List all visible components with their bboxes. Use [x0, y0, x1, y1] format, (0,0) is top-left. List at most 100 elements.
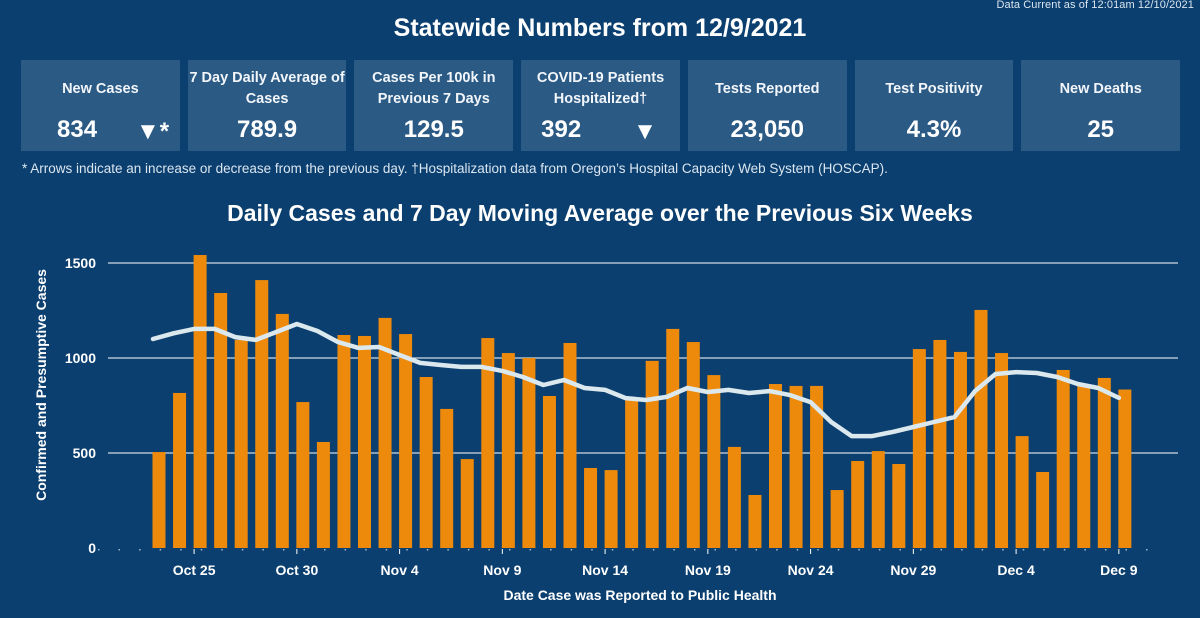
bar — [851, 460, 865, 548]
bar — [871, 451, 885, 548]
bar — [481, 338, 495, 548]
bar — [625, 398, 639, 548]
x-tick-label: Nov 24 — [788, 562, 834, 578]
bar — [440, 408, 454, 548]
bar — [419, 377, 433, 548]
card-label: Test Positivity — [885, 80, 983, 97]
bar — [707, 375, 721, 548]
axis-dot — [344, 549, 347, 551]
card-label: 7 Day Daily Average of Cases — [189, 70, 345, 107]
bar — [522, 358, 536, 548]
axis-dot — [714, 549, 716, 551]
axis-dot — [467, 549, 470, 551]
axis-dot — [1043, 549, 1045, 551]
y-tick-label: 500 — [73, 445, 97, 461]
bar — [645, 360, 659, 548]
card-value: 834 — [57, 116, 98, 143]
bar — [604, 470, 618, 548]
bar — [275, 313, 289, 548]
bar — [789, 385, 803, 548]
axis-dot — [159, 549, 162, 551]
bar — [193, 255, 207, 548]
bar — [378, 317, 392, 548]
card-label: Cases Per 100k in Previous 7 Days — [372, 70, 496, 107]
bar — [748, 494, 762, 548]
bar — [953, 351, 967, 548]
axis-dot — [385, 549, 388, 551]
bar — [1118, 389, 1132, 548]
bar — [1097, 377, 1111, 548]
y-tick-label: 0 — [88, 540, 96, 556]
bar — [563, 342, 577, 548]
axis-dot — [776, 549, 778, 551]
bar — [810, 385, 824, 548]
x-tick-label: Nov 4 — [381, 562, 419, 578]
axis-dot — [509, 549, 511, 551]
chart-title: Daily Cases and 7 Day Moving Average ove… — [227, 200, 973, 226]
axis-dot — [1084, 549, 1086, 551]
bar — [1036, 472, 1050, 548]
x-tick-label: Nov 9 — [483, 562, 521, 578]
x-axis-title: Date Case was Reported to Public Health — [503, 587, 776, 603]
down-arrow-icon: ▼ — [633, 118, 657, 145]
bar — [234, 339, 248, 548]
x-tick-label: Oct 25 — [173, 562, 216, 578]
bar — [296, 402, 310, 548]
axis-dot — [920, 549, 922, 551]
bar — [769, 384, 782, 548]
card-value: 23,050 — [730, 116, 804, 143]
footnote: * Arrows indicate an increase or decreas… — [22, 161, 888, 176]
axis-dot — [878, 549, 881, 551]
bar — [542, 396, 556, 548]
card-value: 392 — [541, 116, 582, 143]
x-tick-label: Oct 30 — [275, 562, 318, 578]
axis-dot — [1146, 549, 1148, 551]
axis-dot — [98, 549, 100, 551]
kpi-cards: New Cases 834 ▼* 7 Day Daily Average of … — [21, 60, 1181, 151]
bar — [1015, 436, 1029, 548]
axis-dot — [961, 549, 963, 551]
bar — [460, 459, 474, 548]
axis-dot — [365, 549, 367, 551]
axis-dot — [550, 549, 552, 551]
x-tick-label: Dec 4 — [997, 562, 1035, 578]
bars — [152, 255, 1132, 548]
x-tick-label: Dec 9 — [1100, 562, 1138, 578]
bar — [995, 353, 1009, 548]
axis-dot — [488, 549, 490, 551]
card-new-deaths: New Deaths 25 — [1021, 60, 1181, 151]
page-title: Statewide Numbers from 12/9/2021 — [393, 14, 807, 42]
axis-dot — [221, 549, 223, 551]
card-test-positivity: Test Positivity 4.3% — [854, 60, 1014, 151]
daily-cases-chart: 0 500 1000 1500 Oct 25 Oct 30 Nov 4 Nov 9 Nov 1… — [33, 255, 1178, 603]
axis-dot — [817, 549, 819, 551]
bar — [974, 309, 988, 548]
bar — [686, 342, 700, 548]
axis-dot — [1022, 549, 1025, 551]
card-hospitalized: COVID-19 Patients Hospitalized† 392 ▼ — [521, 60, 680, 151]
bar — [152, 452, 166, 548]
axis-dot — [673, 549, 675, 551]
card-label: Tests Reported — [714, 80, 820, 97]
axis-dot — [180, 549, 182, 551]
axis-dot — [899, 549, 901, 551]
bar — [892, 464, 906, 548]
data-current-timestamp: Data Current as of 12:01am 12/10/2021 — [996, 0, 1194, 11]
y-tick-label: 1500 — [65, 255, 96, 271]
bar — [255, 280, 269, 548]
card-value: 129.5 — [403, 116, 464, 143]
axis-dot — [529, 549, 532, 551]
card-new-cases: New Cases 834 ▼* — [21, 60, 180, 151]
axis-dot — [570, 549, 573, 551]
axis-dot — [1002, 549, 1004, 551]
bar — [214, 293, 228, 548]
bar — [912, 349, 926, 548]
axis-dot — [940, 549, 943, 551]
x-tick-labels: Oct 25 Oct 30 Nov 4 Nov 9 Nov 14 Nov 19 Nov 24… — [173, 549, 1138, 578]
bar — [173, 392, 187, 548]
axis-dot — [303, 549, 305, 551]
bar — [830, 490, 844, 548]
axis-dot — [1063, 549, 1066, 551]
axis-dot — [241, 549, 244, 551]
x-tick-label: Nov 14 — [582, 562, 628, 578]
